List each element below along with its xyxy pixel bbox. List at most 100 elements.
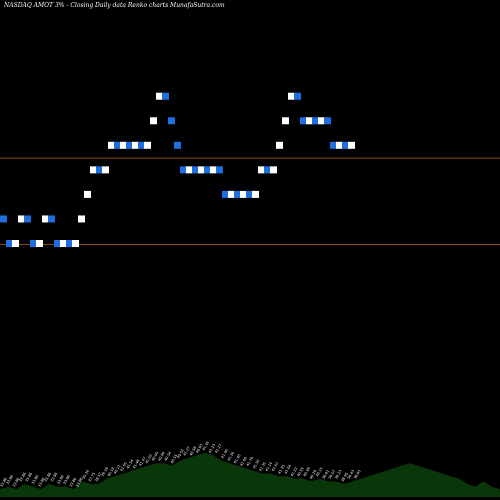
volume-label: 41.35 [258, 461, 266, 472]
volume-label: 41.23 [208, 443, 216, 454]
volume-label: 40.90 [157, 451, 165, 462]
renko-brick [234, 190, 241, 198]
renko-brick [90, 166, 97, 174]
volume-label: 41.26 [227, 451, 235, 462]
renko-brick [240, 190, 247, 198]
volume-label: 41.07 [271, 461, 279, 472]
volume-label: 41.90 [239, 456, 247, 467]
renko-brick [228, 190, 235, 198]
volume-label: 41.04 [284, 463, 293, 474]
renko-brick [150, 117, 157, 125]
renko-brick [108, 141, 115, 149]
volume-label: 41.48 [132, 459, 140, 470]
renko-brick [54, 240, 61, 247]
renko-brick [114, 141, 121, 149]
volume-label: 41.36 [202, 441, 210, 452]
renko-brick [42, 215, 49, 223]
volume-label: 41.40 [233, 454, 241, 465]
volume-label: 40.55 [296, 467, 304, 478]
renko-brick [24, 215, 31, 223]
renko-brick [156, 92, 163, 100]
volume-label: 33.86 [56, 474, 64, 485]
renko-brick [270, 166, 277, 174]
chart-title: NASDAQ AMOT 3% - Closing Daily data Renk… [4, 2, 225, 9]
renko-brick [30, 240, 37, 247]
renko-brick [258, 166, 265, 174]
volume-label: 39.18 [100, 467, 108, 478]
renko-brick [264, 166, 271, 174]
renko-brick [18, 215, 25, 223]
volume-label: 40.29 [309, 469, 317, 480]
renko-brick [126, 141, 133, 149]
volume-label: 41.40 [220, 448, 228, 459]
volume-label: 41.54 [126, 458, 135, 469]
volume-label: 41.05 [119, 461, 127, 472]
renko-brick [78, 215, 85, 223]
volume-label: 38.95 [353, 469, 361, 480]
renko-brick [204, 166, 211, 174]
volume-label: 41.02 [145, 454, 153, 465]
volume-label: 33.86 [18, 472, 26, 483]
volume-label: 41.35 [277, 464, 285, 475]
volume-label: 40.21 [113, 464, 121, 475]
volume-label: 33.86 [63, 474, 71, 485]
volume-label: 33.86 [69, 477, 77, 488]
renko-brick [324, 117, 331, 125]
volume-label: 40.58 [189, 446, 197, 457]
renko-brick [0, 215, 7, 223]
volume-label: 40.52 [176, 448, 184, 459]
volume-label: 39.57 [328, 469, 336, 480]
renko-brick [60, 240, 67, 247]
volume-label: 33.86 [6, 474, 14, 485]
renko-brick [162, 92, 169, 100]
renko-brick [300, 117, 307, 125]
volume-label: 40.15 [315, 467, 323, 478]
volume-label: 33.86 [0, 477, 8, 488]
volume-label: 33.86 [50, 472, 58, 483]
volume-label: 41.27 [214, 443, 222, 454]
volume-label: 41.50 [252, 459, 260, 470]
renko-brick [348, 141, 355, 149]
renko-brick [168, 117, 175, 125]
volume-label: 33.86 [75, 477, 83, 488]
volume-label: 38.57 [94, 472, 102, 483]
renko-brick [246, 190, 253, 198]
volume-area [0, 452, 500, 497]
renko-brick [192, 166, 199, 174]
renko-brick [36, 240, 43, 247]
renko-brick [294, 92, 301, 100]
volume-label: 33.86 [44, 472, 52, 483]
volume-label: 33.86 [37, 477, 45, 488]
renko-brick [6, 240, 13, 247]
volume-label: 40.19 [107, 467, 115, 478]
renko-brick [66, 240, 73, 247]
renko-brick [216, 166, 223, 174]
renko-brick [252, 190, 259, 198]
renko-brick [144, 141, 151, 149]
volume-label: 36.43 [347, 469, 355, 480]
renko-brick [180, 166, 187, 174]
renko-brick [138, 141, 145, 149]
renko-brick [12, 240, 19, 247]
volume-label: 39.91 [322, 469, 330, 480]
volume-label: 33.86 [31, 474, 39, 485]
volume-label: 35.56 [82, 469, 90, 480]
renko-brick [342, 141, 349, 149]
volume-label: 41.47 [138, 456, 146, 467]
volume-label: 40.55 [170, 454, 178, 465]
renko-brick [96, 166, 103, 174]
renko-brick [306, 117, 313, 125]
volume-label: 40.95 [151, 451, 159, 462]
renko-brick [330, 141, 337, 149]
renko-brick [222, 190, 229, 198]
volume-label: 38.95 [340, 472, 348, 483]
volume-label: 41.02 [290, 467, 298, 478]
renko-brick [174, 141, 181, 149]
renko-brick [312, 117, 319, 125]
renko-brick [48, 215, 55, 223]
renko-brick [120, 141, 127, 149]
renko-brick [282, 117, 289, 125]
volume-label: 33.86 [12, 477, 20, 488]
renko-brick [102, 166, 109, 174]
